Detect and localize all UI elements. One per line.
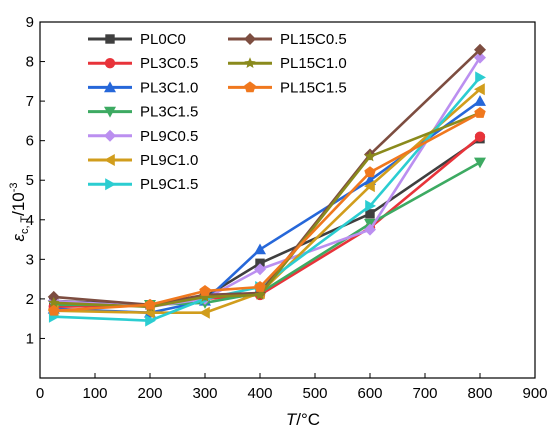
y-tick-label: 3 bbox=[26, 251, 34, 268]
legend-label: PL3C1.5 bbox=[140, 104, 198, 121]
x-axis-title: T/°C bbox=[286, 410, 320, 429]
data-point bbox=[365, 209, 375, 219]
x-axis-title-unit: /°C bbox=[296, 410, 320, 429]
data-point bbox=[474, 131, 486, 142]
y-axis-title-symbol: ε bbox=[9, 234, 28, 242]
data-point bbox=[254, 263, 266, 276]
legend-swatch-marker bbox=[244, 81, 256, 93]
y-tick-label: 4 bbox=[26, 212, 34, 229]
data-point bbox=[475, 71, 486, 84]
x-tick-label: 800 bbox=[467, 385, 492, 402]
legend-label: PL9C1.0 bbox=[140, 152, 198, 169]
legend-swatch-marker bbox=[105, 178, 116, 191]
x-tick-label: 600 bbox=[357, 385, 382, 402]
series-line bbox=[53, 111, 481, 309]
x-tick-label: 900 bbox=[522, 385, 547, 402]
data-point bbox=[474, 83, 485, 96]
plot-area bbox=[39, 21, 536, 379]
x-tick-label: 0 bbox=[36, 385, 44, 402]
legend-label: PL3C0.5 bbox=[140, 55, 198, 72]
legend-label: PL9C0.5 bbox=[140, 128, 198, 145]
series-PL15C1.5 bbox=[48, 106, 486, 316]
legend-item-PL3C1.0: PL3C1.0 bbox=[88, 79, 198, 96]
legend-item-PL15C1.5: PL15C1.5 bbox=[228, 79, 347, 96]
legend-label: PL15C1.5 bbox=[280, 79, 347, 96]
y-axis: 1 2 3 4 5 6 7 8 9 bbox=[26, 14, 45, 347]
data-point bbox=[364, 166, 376, 178]
legend-label: PL3C1.0 bbox=[140, 79, 198, 96]
data-point bbox=[364, 150, 376, 162]
data-point bbox=[364, 180, 375, 193]
x-tick-label: 100 bbox=[82, 385, 107, 402]
data-point bbox=[474, 106, 486, 118]
data-point bbox=[365, 199, 376, 212]
y-tick-label: 1 bbox=[26, 330, 34, 347]
data-point bbox=[364, 223, 376, 236]
x-tick-label: 300 bbox=[192, 385, 217, 402]
y-tick-label: 2 bbox=[26, 291, 34, 308]
legend-swatch-marker bbox=[104, 106, 116, 118]
data-point bbox=[145, 314, 156, 327]
legend-item-PL0C0: PL0C0 bbox=[88, 31, 186, 48]
y-tick-label: 7 bbox=[26, 93, 34, 110]
series-line bbox=[53, 88, 481, 315]
x-axis: 0 100 200 300 400 500 600 700 800 900 bbox=[36, 373, 548, 402]
data-point bbox=[199, 290, 211, 302]
legend-item-PL3C0.5: PL3C0.5 bbox=[88, 55, 198, 72]
series-PL15C0.5 bbox=[47, 43, 486, 311]
data-point bbox=[254, 288, 266, 300]
x-axis-title-var: T bbox=[286, 410, 298, 429]
y-axis-title-subscript: c, T bbox=[19, 216, 31, 234]
data-point bbox=[254, 281, 266, 292]
x-tick-label: 500 bbox=[302, 385, 327, 402]
x-tick-label: 400 bbox=[247, 385, 272, 402]
data-point bbox=[199, 284, 211, 296]
data-point bbox=[474, 43, 486, 56]
series-layer bbox=[47, 43, 486, 327]
legend-item-PL9C1.5: PL9C1.5 bbox=[88, 176, 198, 193]
legend-item-PL9C0.5: PL9C0.5 bbox=[88, 128, 198, 145]
legend-swatch-marker bbox=[104, 58, 116, 69]
legend-label: PL9C1.5 bbox=[140, 176, 198, 193]
legend: PL0C0 PL3C0.5 PL3C1.0 PL3C1.5 PL9C0.5 PL9C1.0… bbox=[88, 31, 347, 193]
legend-swatch-marker bbox=[104, 129, 116, 142]
data-point bbox=[48, 296, 60, 308]
x-tick-label: 200 bbox=[137, 385, 162, 402]
y-tick-label: 8 bbox=[26, 54, 34, 71]
y-tick-label: 6 bbox=[26, 133, 34, 150]
y-tick-label: 9 bbox=[26, 14, 34, 31]
series-line bbox=[53, 111, 481, 313]
x-tick-label: 700 bbox=[412, 385, 437, 402]
legend-swatch-marker bbox=[244, 33, 256, 45]
data-point bbox=[199, 306, 210, 319]
data-point bbox=[48, 304, 60, 316]
legend-swatch-marker bbox=[104, 81, 116, 93]
data-point bbox=[144, 298, 156, 310]
data-point bbox=[254, 243, 266, 255]
legend-swatch-marker bbox=[105, 34, 115, 44]
legend-swatch-marker bbox=[244, 57, 256, 69]
y-axis-title: εc, T/10-3 bbox=[8, 182, 31, 241]
legend-item-PL3C1.5: PL3C1.5 bbox=[88, 104, 198, 121]
legend-label: PL0C0 bbox=[140, 31, 186, 48]
legend-label: PL15C0.5 bbox=[280, 31, 347, 48]
data-point bbox=[474, 95, 486, 106]
data-point bbox=[474, 157, 486, 169]
series-line bbox=[53, 48, 481, 307]
plot-frame bbox=[39, 21, 536, 379]
legend-item-PL9C1.0: PL9C1.0 bbox=[88, 152, 198, 169]
y-axis-title-exponent: -3 bbox=[8, 182, 20, 192]
legend-label: PL15C1.0 bbox=[280, 55, 347, 72]
data-point bbox=[474, 51, 486, 64]
legend-item-PL15C1.0: PL15C1.0 bbox=[228, 55, 347, 72]
legend-swatch-marker bbox=[104, 154, 115, 166]
y-axis-title-unit: /10 bbox=[9, 192, 28, 216]
y-tick-label: 5 bbox=[26, 172, 34, 189]
legend-item-PL15C0.5: PL15C0.5 bbox=[228, 31, 347, 48]
